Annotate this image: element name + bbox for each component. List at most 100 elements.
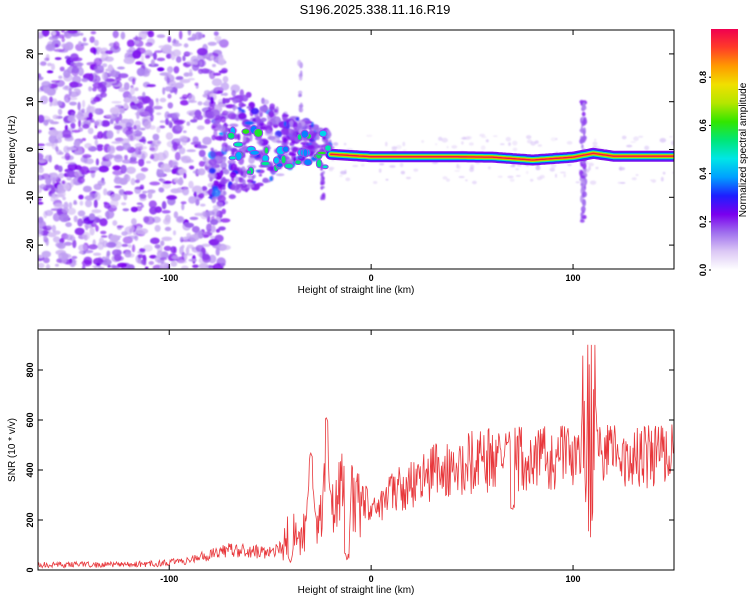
spectrogram-hot-blob <box>294 159 302 165</box>
spectrogram-blob <box>89 166 101 171</box>
spectrogram-blob <box>87 104 91 113</box>
spectrogram-blob <box>200 68 210 74</box>
spectrogram-blob <box>148 261 154 265</box>
spectrogram-blob <box>299 102 303 109</box>
spectrogram-blob <box>110 234 119 243</box>
spectrogram-blob <box>43 257 50 264</box>
spectrogram-blob <box>535 166 541 171</box>
spectrogram-blob <box>114 174 120 181</box>
spectrogram-blob <box>255 169 261 173</box>
spectrogram-blob <box>202 156 207 162</box>
spectrogram-hot-blob <box>246 169 252 175</box>
spectrogram-blob <box>671 171 674 174</box>
spectrogram-blob <box>550 137 557 142</box>
spectrogram-blob <box>38 147 44 151</box>
spectrogram-blob <box>186 232 192 238</box>
spectrogram-blob <box>446 178 450 182</box>
spectrogram-blob <box>65 222 72 228</box>
spectrogram-blob <box>103 201 108 205</box>
spectrogram-blob <box>61 255 68 264</box>
spectrogram-blob <box>211 134 216 141</box>
spectrogram-blob <box>159 120 165 123</box>
spectrogram-blob <box>339 174 343 178</box>
spectrogram-blob <box>214 35 222 42</box>
spectrogram-blob <box>402 141 406 147</box>
spectrogram-blob <box>134 40 139 44</box>
spectrogram-blob <box>197 145 208 149</box>
snr-series-line <box>38 344 674 569</box>
spectrogram-blob <box>442 176 448 180</box>
spectrogram-blob <box>618 167 626 171</box>
spectrogram-blob <box>38 159 47 164</box>
spectrogram-blob <box>199 60 203 67</box>
spectrogram-blob <box>252 174 256 179</box>
spectrogram-blob <box>58 172 64 179</box>
spectrogram-blob <box>59 66 65 72</box>
spectrogram-blob <box>211 196 217 204</box>
spectrogram-blob <box>154 244 161 249</box>
spectrogram-blob <box>82 123 90 129</box>
spectrogram-blob <box>38 143 46 147</box>
spectrogram-blob <box>492 135 498 138</box>
spectrogram-blob <box>72 82 83 88</box>
spectrogram-blob <box>660 176 664 182</box>
spectrogram-blob <box>161 236 173 241</box>
spectrogram-blob <box>211 109 220 117</box>
spectrogram-blob <box>117 262 128 268</box>
spectrogram-blob <box>138 138 146 143</box>
spectrogram-blob <box>51 224 57 233</box>
spectrogram-blob <box>515 168 520 171</box>
colorbar-tick-label: 0.2 <box>698 216 708 229</box>
spectrogram-blob <box>118 87 126 92</box>
spectrogram-blob <box>242 134 246 143</box>
spectrogram-blob <box>595 166 599 170</box>
spectrogram-blob <box>373 181 378 184</box>
spectrogram-hot-blob <box>302 148 309 158</box>
spectrogram-blob <box>255 115 261 125</box>
spectrogram-blob <box>110 264 117 269</box>
spectrogram-blob <box>186 60 195 65</box>
spectrogram-blob <box>123 102 128 109</box>
spectrogram-blob <box>186 244 194 249</box>
spectrogram-blob <box>48 134 57 144</box>
spectrogram-blob <box>258 173 262 177</box>
spectrogram-blob <box>74 170 82 178</box>
spectrogram-blob <box>92 257 104 266</box>
spectrogram-blob <box>150 153 155 160</box>
spectrogram-blob <box>121 202 127 206</box>
spectrogram-blob <box>164 226 172 232</box>
spectrogram-blob <box>38 262 45 269</box>
spectrogram-blob <box>66 170 77 178</box>
spectrogram-blob <box>479 133 486 137</box>
spectrogram-blob <box>178 147 186 155</box>
spectrogram-blob <box>156 126 161 134</box>
snr-ticks: -100 0 100 0 200 400 600 800 <box>25 330 674 584</box>
spectrogram-blob <box>291 146 299 153</box>
spectrogram-blob <box>198 192 205 199</box>
spectrogram-blob <box>217 194 226 203</box>
spectrogram-blob <box>48 154 52 163</box>
spectrogram-blob <box>226 111 235 114</box>
spectrogram-hot-blob <box>318 129 328 138</box>
spectrogram-blob <box>211 225 216 233</box>
spectrogram-blob <box>216 183 225 188</box>
spectrogram-x-tick-label: -100 <box>160 273 178 283</box>
spectrogram-y-tick-label: 20 <box>25 49 35 59</box>
spectrogram-blob <box>104 154 115 159</box>
spectrogram-blob <box>488 166 491 170</box>
spectrogram-blob <box>140 54 145 63</box>
spectrogram-blob <box>644 145 650 150</box>
spectrogram-blob <box>93 252 102 256</box>
spectrogram-blob <box>79 32 84 36</box>
spectrogram-blob <box>659 138 667 143</box>
spectrogram-blob <box>127 244 132 249</box>
spectrogram-blob <box>218 57 226 66</box>
spectrogram-blob <box>140 127 146 131</box>
spectrogram-blob <box>130 86 135 96</box>
spectrogram-blob <box>159 72 171 76</box>
spectrogram-blob <box>216 124 226 129</box>
spectrogram-blob <box>438 136 443 141</box>
spectrogram-blob <box>321 194 326 201</box>
spectrogram-blob <box>167 93 172 99</box>
spectrogram-blob <box>210 96 214 105</box>
